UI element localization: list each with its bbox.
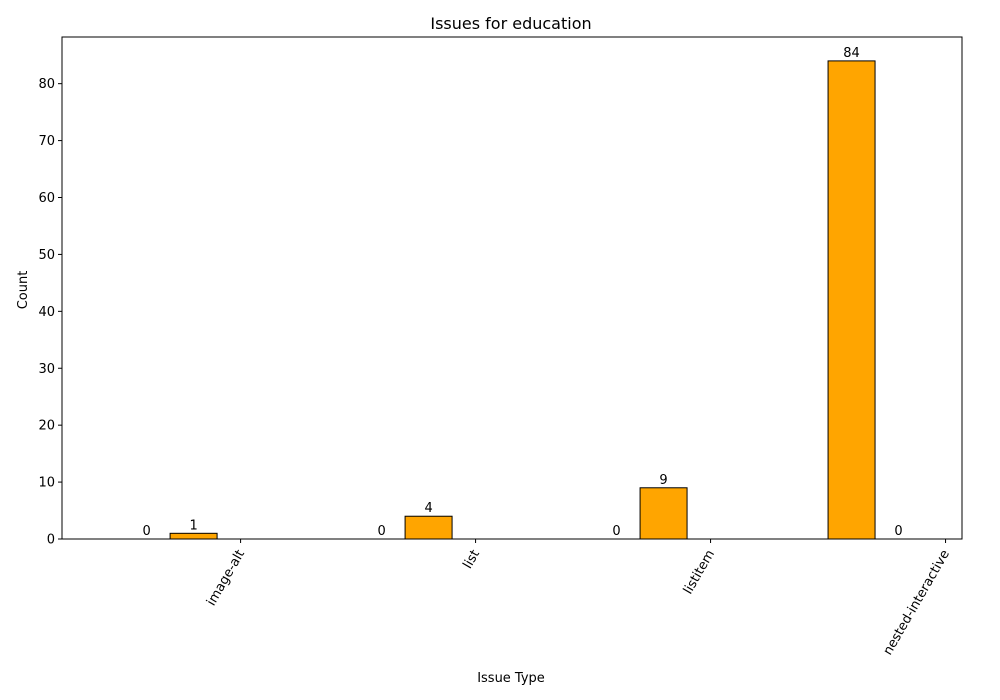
- bar-listitem-1: [639, 487, 688, 540]
- data-label-list-0: 0: [377, 524, 385, 539]
- bar-list-1: [404, 515, 453, 540]
- y-tick-label: 0: [47, 533, 55, 548]
- y-tick-label: 20: [38, 419, 55, 434]
- y-tick-label: 70: [38, 134, 55, 149]
- y-axis-label: Count: [16, 271, 31, 310]
- data-label-image-alt-1: 1: [189, 518, 197, 533]
- y-tick-label: 10: [38, 476, 55, 491]
- plot-area: [61, 36, 963, 540]
- y-tick-label: 80: [38, 77, 55, 92]
- data-labels: 0 1 0 4 0 9 84 0: [142, 46, 902, 539]
- chart-title: Issues for education: [430, 14, 591, 33]
- data-label-nested-interactive-1: 0: [894, 524, 902, 539]
- bar-nested-interactive-0: [827, 60, 876, 540]
- y-tick-label: 30: [38, 362, 55, 377]
- plot-frame: [61, 36, 963, 540]
- x-axis-label: Issue Type: [477, 671, 545, 686]
- data-label-listitem-1: 9: [659, 473, 667, 488]
- data-label-nested-interactive-0: 84: [843, 46, 860, 61]
- y-axis: 0 10 20 30 40 50 60 70 80: [38, 77, 62, 548]
- y-tick-label: 50: [38, 248, 55, 263]
- bar-image-alt-1: [169, 532, 218, 540]
- y-tick-label: 40: [38, 305, 55, 320]
- data-label-image-alt-0: 0: [142, 524, 150, 539]
- bars: [169, 60, 876, 540]
- y-tick-label: 60: [38, 191, 55, 206]
- data-label-listitem-0: 0: [612, 524, 620, 539]
- data-label-list-1: 4: [424, 501, 432, 516]
